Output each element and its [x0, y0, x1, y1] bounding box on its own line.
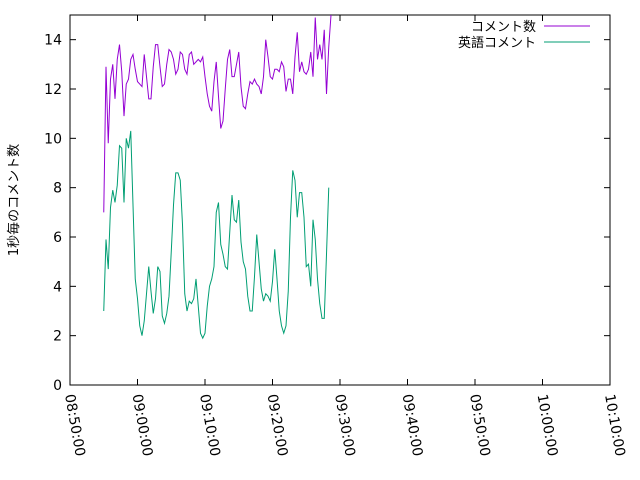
x-tick-label: 08:50:00 — [61, 393, 88, 458]
y-tick-label: 4 — [53, 279, 62, 295]
series-line-1 — [103, 14, 332, 213]
x-tick-label: 09:30:00 — [331, 393, 358, 458]
y-tick-label: 14 — [44, 33, 62, 49]
y-tick-label: 10 — [44, 131, 62, 147]
x-tick-label: 09:50:00 — [466, 393, 493, 458]
y-tick-label: 8 — [53, 181, 62, 197]
x-tick-label: 09:20:00 — [264, 393, 291, 458]
y-tick-label: 0 — [53, 378, 62, 394]
plot-border — [69, 14, 611, 386]
x-tick-label: 10:00:00 — [534, 393, 561, 458]
y-tick-label: 6 — [53, 230, 62, 246]
series-layer — [103, 14, 332, 340]
legend-label-2: 英語コメント — [458, 35, 536, 51]
y-tick-label: 2 — [53, 329, 62, 345]
legend-label-1: コメント数 — [471, 20, 536, 35]
x-tick-label: 09:10:00 — [196, 393, 223, 458]
plot-area — [69, 14, 611, 386]
y-axis-label: 1秒毎のコメント数 — [6, 144, 22, 256]
x-tick-label: 09:00:00 — [129, 393, 156, 458]
x-tick-label: 09:40:00 — [399, 393, 426, 458]
y-tick-label: 12 — [44, 82, 62, 98]
ticks-layer: 0 2 4 6 8 10 12 14 08:50:00 09:00:00 09:10:00 09:20… — [44, 15, 628, 458]
series-line-2 — [103, 130, 330, 340]
x-tick-label: 10:10:00 — [601, 393, 628, 458]
